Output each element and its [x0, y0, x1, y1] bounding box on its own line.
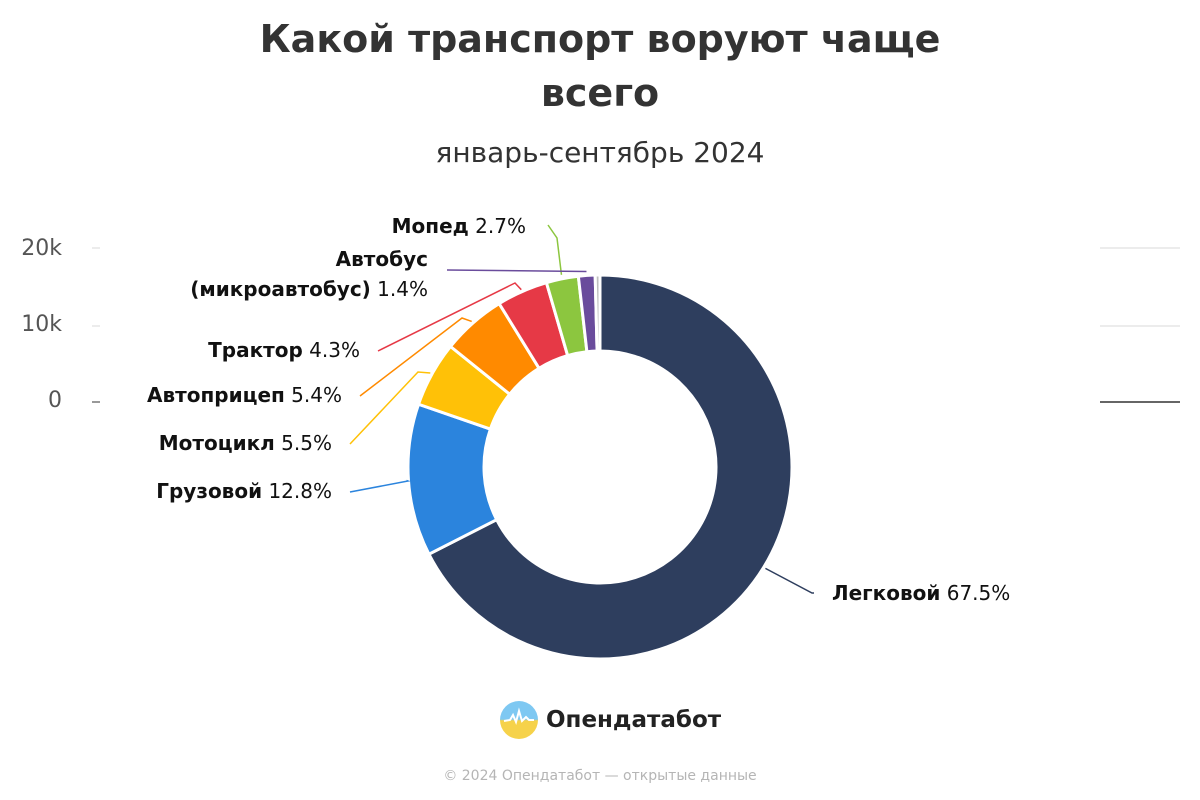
y-tick-label: 0 — [48, 388, 62, 413]
chart-title: Какой транспорт воруют чаще всего — [250, 12, 950, 120]
brand-block: Опендатабот — [500, 700, 721, 740]
brand-name: Опендатабот — [546, 707, 722, 733]
slice-label-автоприцеп: Автоприцеп 5.4% — [147, 383, 342, 407]
leader-line-грузовой — [349, 479, 411, 493]
label-leader-lines — [349, 224, 814, 594]
leader-line-автоприцеп — [359, 317, 472, 397]
chart-subtitle: январь-сентябрь 2024 — [435, 136, 765, 169]
leader-line-легковой — [765, 567, 814, 594]
leader-line-автобус-микроавтобус — [446, 269, 587, 273]
donut-slices — [406, 273, 794, 661]
slice-label-мотоцикл: Мотоцикл 5.5% — [159, 431, 332, 455]
chart-title-line-1: Какой транспорт воруют чаще — [259, 17, 941, 61]
slice-label-мопед: Мопед 2.7% — [392, 214, 526, 238]
y-tick-label: 10k — [21, 312, 62, 337]
leader-line-мотоцикл — [349, 371, 431, 445]
background-gridlines — [92, 247, 1180, 403]
slice-label-трактор: Трактор 4.3% — [208, 338, 360, 362]
chart-title-line-2: всего — [540, 71, 660, 115]
slice-label-автобус-микроавтобус: Автобус (микроавтобус) 1.4% — [190, 247, 428, 301]
slice-label-легковой: Легковой 67.5% — [832, 581, 1010, 605]
donut-slice-other — [593, 273, 602, 353]
slice-label-грузовой: Грузовой 12.8% — [156, 479, 332, 503]
footer-copyright: © 2024 Опендатабот — открытые данные — [443, 768, 757, 784]
slice-labels: Легковой 67.5% Грузовой 12.8% Мотоцикл 5.5… — [147, 214, 1010, 605]
y-tick-label: 20k — [21, 236, 62, 261]
opendatabot-logo-icon — [500, 701, 538, 739]
leader-line-трактор — [377, 282, 522, 352]
donut-slice-легковой — [427, 273, 794, 661]
leader-line-мопед — [547, 224, 563, 275]
